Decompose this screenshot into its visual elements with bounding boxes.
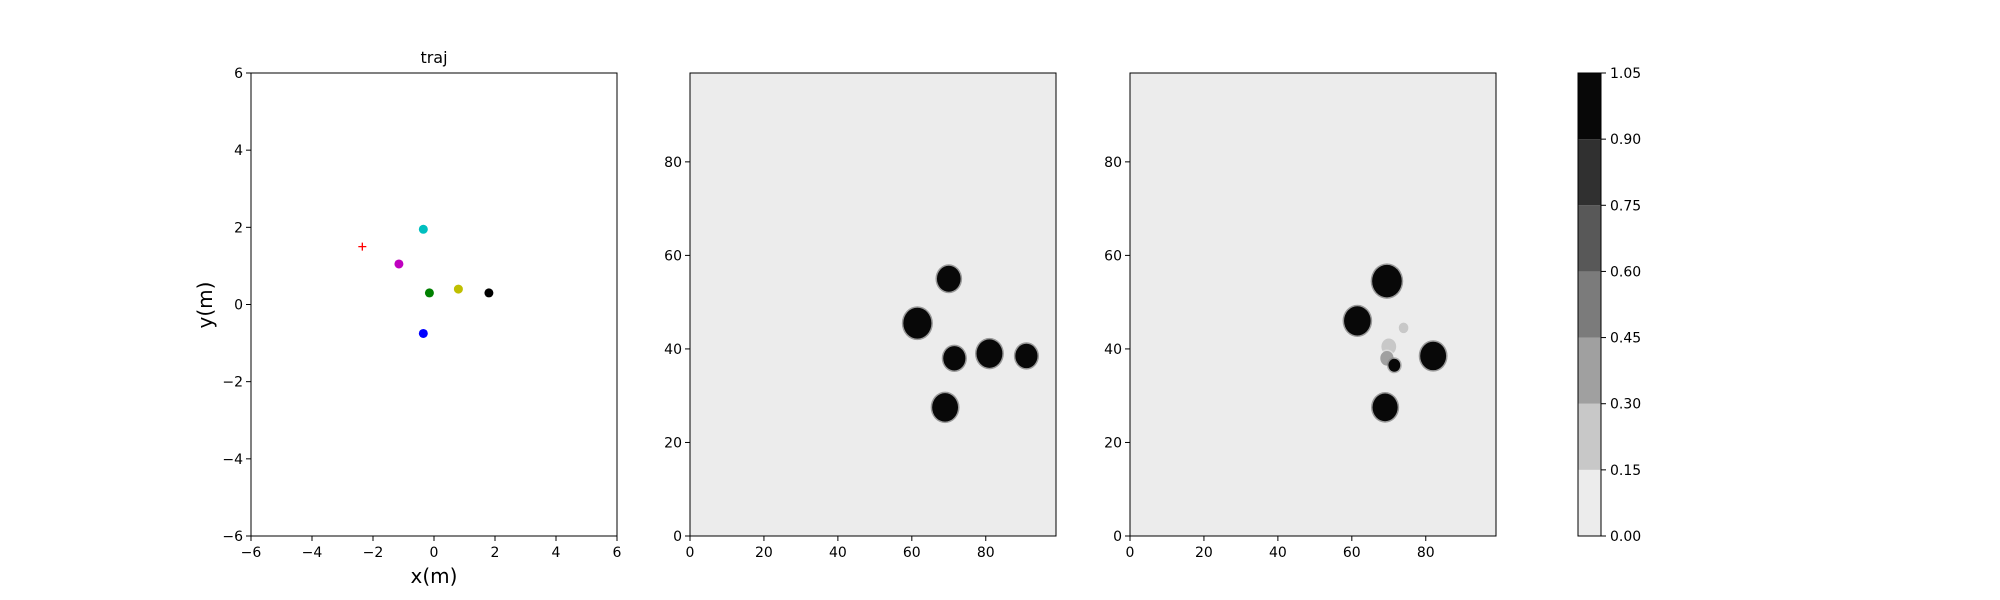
scatter-point <box>484 288 494 298</box>
heatmap-blob <box>1344 306 1371 336</box>
x-axis-label: x(m) <box>411 564 458 588</box>
scatter-point <box>424 288 434 298</box>
colorbar: 0.00 0.15 0.30 0.45 0.60 0.75 0.90 1.05 <box>1577 66 1641 545</box>
y-tick-label: 60 <box>664 248 682 264</box>
y-tick-label: 20 <box>664 435 682 451</box>
axis-ticks: −6 −4 −2 0 2 4 6 −6 −4 −2 0 2 4 6 <box>222 66 621 561</box>
heatmap-blobs <box>901 264 1040 424</box>
x-tick-label: −6 <box>241 545 262 561</box>
x-tick-label: 20 <box>1195 545 1213 561</box>
y-tick-label: 6 <box>234 66 243 82</box>
x-tick-label: 0 <box>1126 545 1135 561</box>
colorbar-tick-label: 0.60 <box>1610 264 1641 280</box>
heatmap-blob <box>932 393 959 422</box>
y-tick-label: 0 <box>1113 529 1122 545</box>
x-tick-label: 0 <box>430 545 439 561</box>
y-tick-label: 80 <box>1104 155 1122 171</box>
y-tick-label: 20 <box>1104 435 1122 451</box>
heatmap-blob <box>936 265 961 292</box>
colorbar-tick-label: 0.90 <box>1610 132 1641 148</box>
heatmap-blobs <box>1342 263 1448 423</box>
axes-frame <box>1129 72 1497 537</box>
heatmap-blob <box>1372 264 1402 298</box>
y-tick-label: 40 <box>664 342 682 358</box>
colorbar-tick-label: 0.30 <box>1610 397 1641 413</box>
heatmap-blob <box>1388 358 1401 372</box>
colorbar-band <box>1578 271 1601 338</box>
colorbar-tick-label: 0.45 <box>1610 331 1641 347</box>
colorbar-tick-label: 0.15 <box>1610 463 1641 479</box>
x-tick-label: 0 <box>686 545 695 561</box>
x-tick-label: 4 <box>552 545 561 561</box>
scatter-point <box>418 328 428 338</box>
y-tick-label: 0 <box>234 298 243 314</box>
y-tick-label: 4 <box>234 143 243 159</box>
axes-frame <box>689 72 1057 537</box>
x-tick-label: 80 <box>977 545 995 561</box>
y-tick-label: −4 <box>222 452 243 468</box>
axes-frame <box>250 72 618 537</box>
y-tick-label: 0 <box>673 529 682 545</box>
scatter-point <box>453 284 463 294</box>
heatmap-background <box>1130 73 1496 536</box>
map-panel-2: 0 20 40 60 80 0 20 40 60 80 <box>1104 72 1497 561</box>
heatmap-blob <box>943 346 966 371</box>
axis-ticks: 0 20 40 60 80 0 20 40 60 80 <box>664 155 994 561</box>
x-tick-label: 40 <box>829 545 847 561</box>
colorbar-band <box>1578 337 1601 404</box>
colorbar-band <box>1578 403 1601 470</box>
colorbar-band <box>1578 205 1601 272</box>
trajectory-panel: traj x(m) y(m) −6 −4 −2 0 2 4 6 −6 −4 −2 0 2 4 6 <box>193 48 622 588</box>
heatmap-blob <box>976 339 1003 368</box>
scatter-points <box>358 224 494 338</box>
colorbar-tick-label: 1.05 <box>1610 66 1641 82</box>
colorbar-frame <box>1577 72 1602 537</box>
x-tick-label: 40 <box>1269 545 1287 561</box>
colorbar-band <box>1578 139 1601 206</box>
heatmap-blob <box>1398 322 1409 334</box>
x-tick-label: 60 <box>1343 545 1361 561</box>
panel-title: traj <box>420 48 447 67</box>
heatmap-blob <box>1420 341 1447 371</box>
scatter-point <box>394 259 404 269</box>
heatmap-blob <box>1015 343 1038 369</box>
y-tick-label: 60 <box>1104 248 1122 264</box>
heatmap-background <box>690 73 1056 536</box>
x-tick-label: −4 <box>302 545 323 561</box>
heatmap-blob <box>903 307 932 339</box>
plus-marker <box>358 242 367 251</box>
y-tick-label: 40 <box>1104 342 1122 358</box>
x-tick-label: −2 <box>363 545 384 561</box>
colorbar-bands <box>1578 73 1601 536</box>
colorbar-tick-label: 0.75 <box>1610 198 1641 214</box>
x-tick-label: 20 <box>755 545 773 561</box>
y-tick-label: 2 <box>234 220 243 236</box>
axis-ticks: 0 20 40 60 80 0 20 40 60 80 <box>1104 155 1434 561</box>
x-tick-label: 2 <box>491 545 500 561</box>
colorbar-band <box>1578 469 1601 536</box>
y-tick-label: −2 <box>222 375 243 391</box>
x-tick-label: 80 <box>1417 545 1435 561</box>
scatter-point <box>418 224 428 234</box>
colorbar-tick-label: 0.00 <box>1610 529 1641 545</box>
x-tick-label: 6 <box>613 545 622 561</box>
colorbar-ticks: 0.00 0.15 0.30 0.45 0.60 0.75 0.90 1.05 <box>1601 66 1641 545</box>
x-tick-label: 60 <box>903 545 921 561</box>
colorbar-band <box>1578 73 1601 140</box>
map-panel-1: 0 20 40 60 80 0 20 40 60 80 <box>664 72 1057 561</box>
y-axis-label: y(m) <box>193 282 217 329</box>
heatmap-blob <box>1372 393 1398 422</box>
y-tick-label: 80 <box>664 155 682 171</box>
y-tick-label: −6 <box>222 529 243 545</box>
